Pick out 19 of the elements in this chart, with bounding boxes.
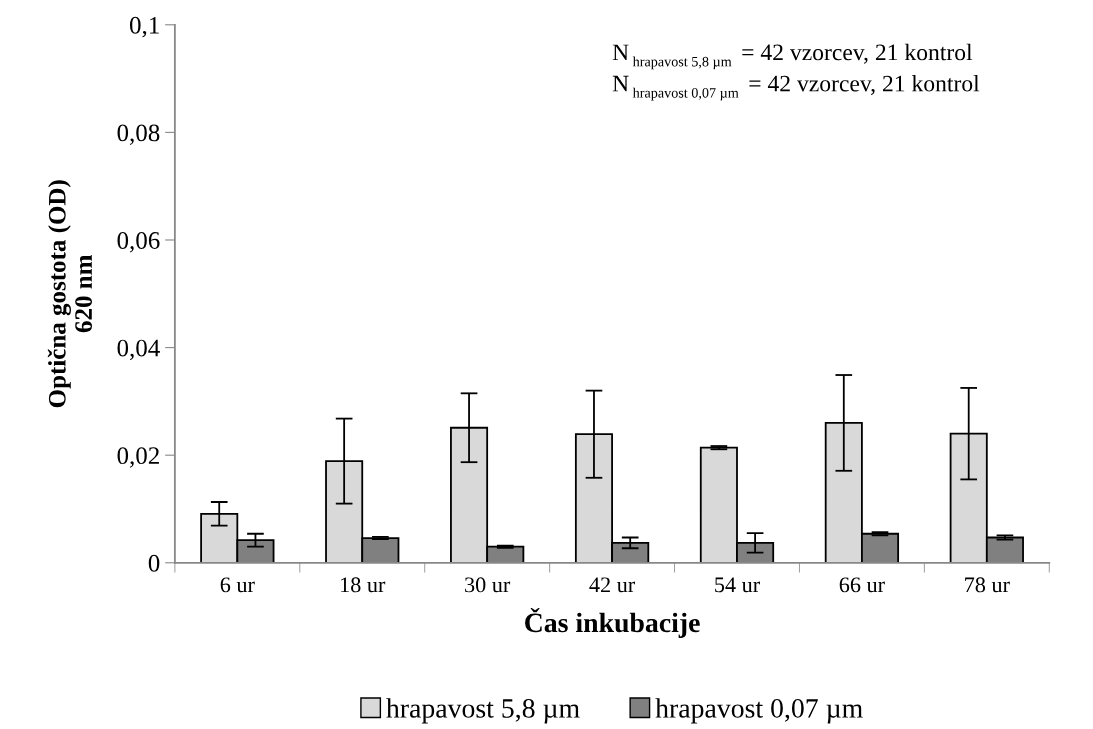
y-tick-label: 0,02 (117, 447, 159, 468)
y-tick-label: 0,08 (117, 124, 160, 145)
y-axis-title: Optična gostota (OD) 620 nm (47, 180, 93, 408)
legend-label: hrapavost 0,07 µm (655, 698, 863, 724)
y-tick-label: 0,1 (130, 16, 159, 38)
x-tick-label: 30 ur (465, 577, 511, 593)
x-tick-label: 18 ur (341, 577, 386, 593)
x-tick-label: 54 ur (715, 577, 760, 593)
y-tick-label: 0,06 (117, 232, 160, 253)
x-tick-label: 42 ur (589, 577, 636, 593)
x-tick-label: 6 ur (220, 577, 255, 593)
legend-label: hrapavost 5,8 µm (386, 698, 580, 724)
annotation: Nhrapavost 5,8 µm = 42 vzorcev, 21 kontrol (612, 43, 973, 70)
y-tick-label: 0,04 (117, 339, 160, 361)
x-tick-label: 66 ur (839, 577, 885, 593)
y-tick-label: 0 (148, 554, 160, 572)
x-axis-title: Čas inkubacije (525, 607, 700, 638)
annotation: Nhrapavost 0,07 µm = 42 vzorcev, 21 kontrol (612, 74, 980, 101)
x-tick-label: 78 ur (965, 577, 1010, 593)
